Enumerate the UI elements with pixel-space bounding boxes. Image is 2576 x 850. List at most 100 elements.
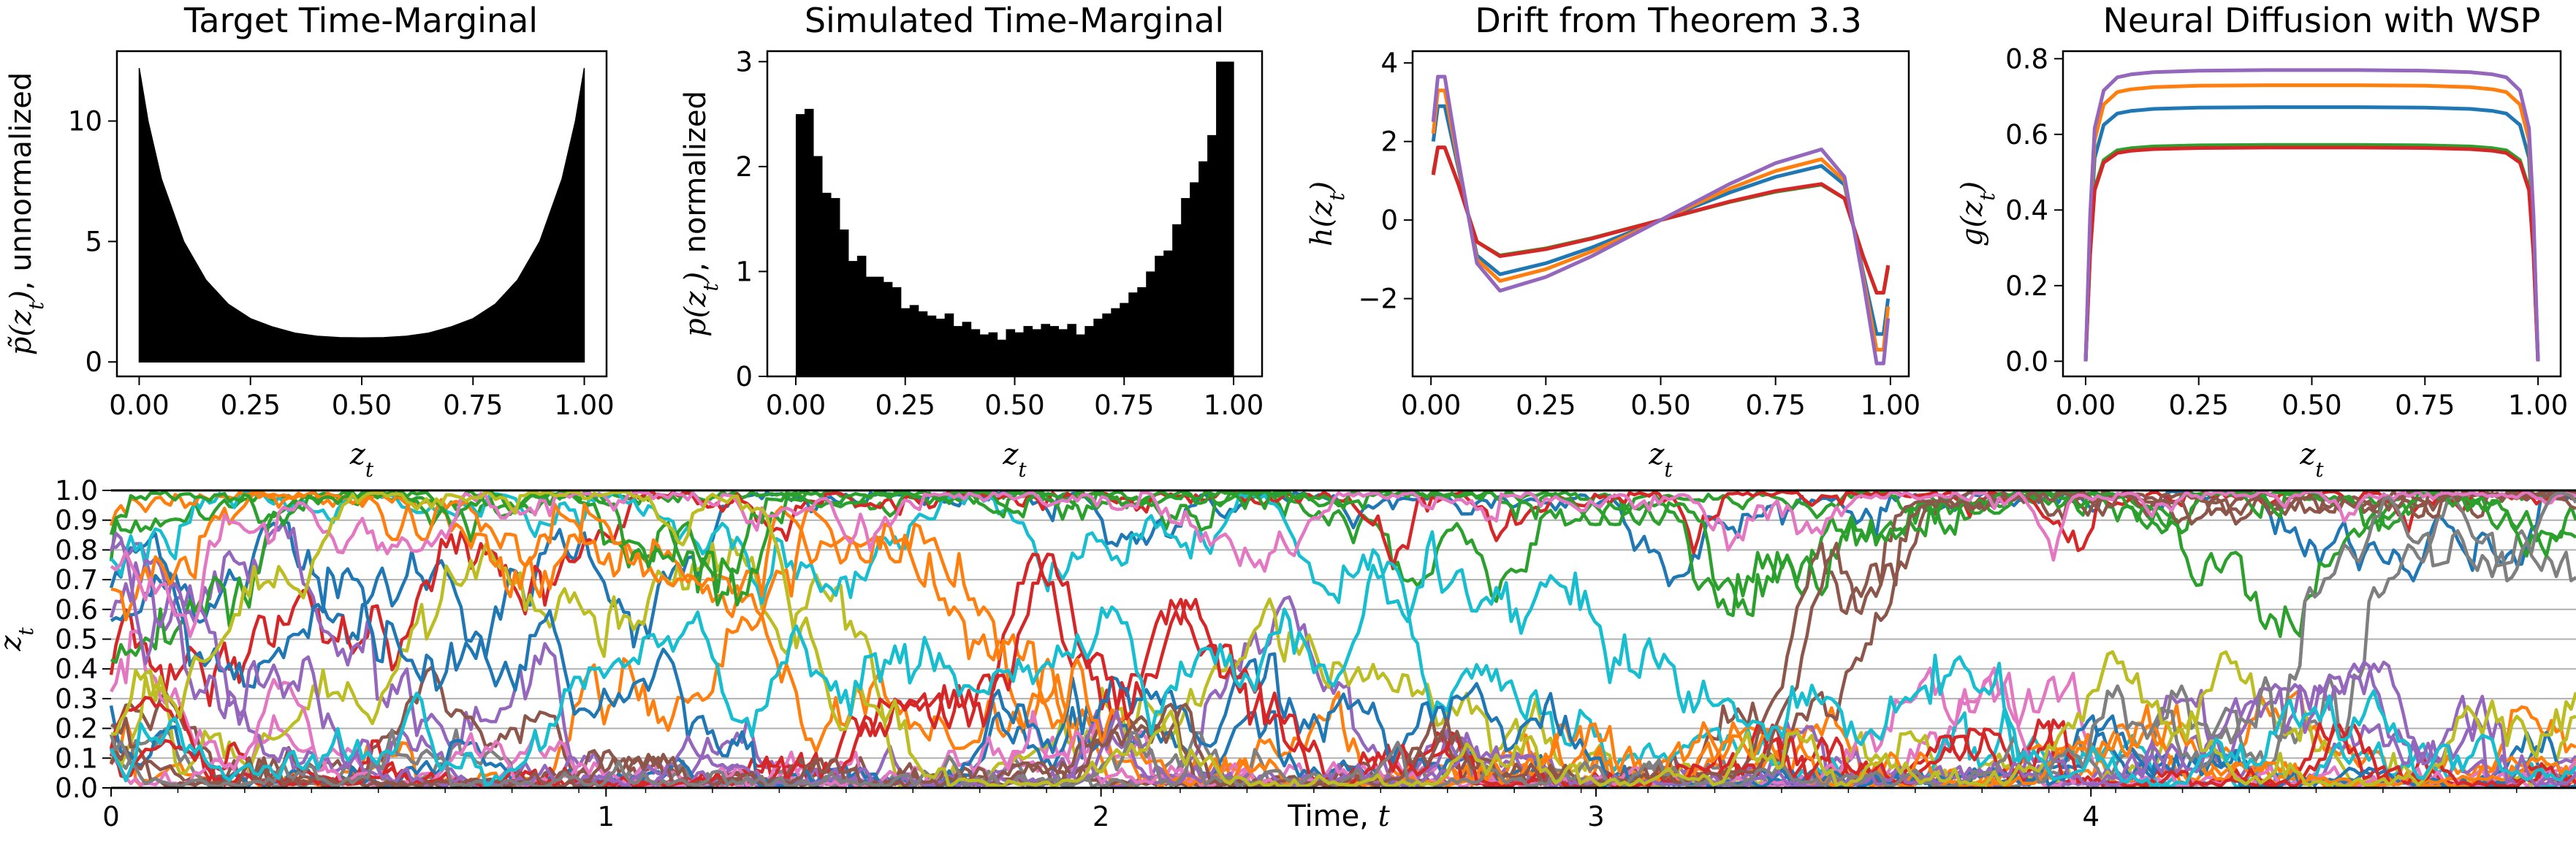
y-tick-label: 0.1 (55, 743, 98, 774)
drift-series-line (1431, 75, 1891, 365)
histogram-bar (1120, 303, 1129, 376)
axis-label: zt (2299, 438, 2324, 482)
histogram-bar (944, 313, 954, 376)
histogram-bar (1006, 329, 1016, 376)
y-tick-label: 0.6 (55, 594, 98, 626)
y-tick-label: 1.0 (55, 475, 98, 506)
drift-theorem-panel: Drift from Theorem 3.3 0.00 0.25 0.50 0.75 1… (1305, 1, 1920, 482)
histogram-bar (892, 287, 902, 376)
histogram-bar (979, 334, 989, 376)
trajectory-path (109, 489, 2576, 618)
histogram-bar (1032, 329, 1042, 376)
diffusion-series-line (2083, 145, 2540, 362)
x-tick-label: 0.75 (2395, 390, 2455, 421)
y-tick-label: 5 (85, 226, 102, 257)
axes-frame (1411, 50, 1910, 378)
histogram-bar (1093, 319, 1103, 376)
axis-label: p̃(zt), unnormalized (4, 72, 48, 356)
histogram-bar (953, 326, 963, 376)
histogram-bar (856, 255, 867, 376)
trajectory-path (110, 490, 2576, 639)
axis-label: zt (1648, 438, 1673, 482)
y-tick-label: −2 (1358, 284, 1398, 315)
histogram-bar (1181, 197, 1190, 376)
trajectory-path (110, 490, 2576, 789)
x-tick-label: 0.00 (109, 390, 169, 421)
y-tick-label: 2 (735, 151, 753, 183)
x-tick-label: 0.50 (332, 390, 392, 421)
trajectories-panel: 0.00.10.20.30.40.50.60.70.80.91.0 0 1 2 3 4 Ti… (0, 475, 2576, 833)
histogram-bar (918, 311, 928, 376)
x-tick-label: 1.00 (1204, 390, 1264, 421)
density-area (138, 67, 585, 363)
y-tick-label: 0.0 (55, 773, 98, 804)
axes-frame (2062, 50, 2562, 378)
histogram-bar (804, 108, 814, 377)
y-tick-label: 0 (1380, 205, 1398, 236)
axis-label: zt (0, 627, 38, 652)
y-tick-label: 0.2 (55, 713, 98, 745)
y-tick-label: 0.0 (2005, 346, 2048, 377)
histogram-bar (848, 261, 858, 376)
trajectory-path (110, 540, 2576, 789)
x-tick-label: 3 (1587, 801, 1605, 832)
panel-title: Drift from Theorem 3.3 (1475, 1, 1861, 40)
x-tick-label: 1 (598, 801, 615, 832)
histogram-bar (1146, 271, 1155, 376)
diffusion-series-line (2083, 143, 2540, 362)
y-tick-label: 4 (1380, 48, 1398, 79)
y-tick-label: 0 (735, 361, 753, 392)
y-tick-label: 0.6 (2005, 119, 2048, 151)
histogram-bar (839, 229, 849, 376)
x-tick-label: 0.25 (2169, 390, 2229, 421)
x-tick-label: 1.00 (1861, 390, 1920, 421)
x-tick-label: 1.00 (554, 390, 614, 421)
trajectory-path (109, 530, 2576, 789)
axis-label: zt (1002, 438, 1027, 482)
target-time-marginal-panel: Target Time-Marginal 0.00 0.25 0.50 0.75 1.0… (4, 1, 615, 482)
histogram-bar (997, 339, 1007, 376)
diffusion-series-line (2083, 68, 2540, 362)
histogram-bar (1076, 334, 1085, 376)
y-tick-label: 1 (735, 256, 753, 287)
x-tick-label: 1.00 (2508, 390, 2568, 421)
histogram-bar (1023, 326, 1033, 376)
y-tick-label: 0.8 (2005, 43, 2048, 75)
histogram-bar (1058, 329, 1068, 376)
x-tick-label: 0 (102, 801, 120, 832)
histogram-bar (970, 329, 981, 376)
histogram-bar (927, 315, 937, 376)
y-tick-label: 3 (735, 46, 753, 77)
histogram-bar (1014, 332, 1025, 376)
simulated-time-marginal-panel: Simulated Time-Marginal 0.00 0.25 0.50 0.75… (679, 1, 1264, 482)
x-tick-label: 0.25 (221, 390, 281, 421)
y-tick-label: 0 (85, 346, 102, 378)
y-tick-label: 10 (68, 106, 102, 137)
histogram-bar (1155, 255, 1164, 376)
histogram-bar (988, 332, 998, 376)
histogram-bar (1041, 324, 1051, 376)
histogram-bar (874, 276, 884, 376)
panel-title: Simulated Time-Marginal (805, 1, 1224, 40)
histogram-bar (900, 308, 911, 376)
histogram-bar (1128, 292, 1138, 376)
axis-label: zt (349, 438, 374, 482)
histogram-bar (909, 305, 919, 376)
y-tick-label: 0.7 (55, 564, 98, 596)
y-tick-label: 0.4 (2005, 194, 2048, 226)
axis-label: g(zt) (1956, 181, 1999, 246)
axis-label: p(zt), normalized (679, 91, 723, 337)
histogram-bar (1225, 61, 1234, 377)
histogram-bar (1207, 134, 1217, 376)
x-tick-label: 0.00 (2056, 390, 2116, 421)
y-tick-label: 0.2 (2005, 270, 2048, 302)
histogram-bar (1111, 308, 1120, 376)
histogram-bar (962, 322, 972, 376)
histogram-bar (1163, 250, 1173, 376)
trajectory-path (109, 490, 2576, 789)
histogram-bar (813, 156, 823, 376)
histogram-bar (1172, 224, 1182, 376)
diffusion-series-line (2083, 105, 2540, 362)
histogram-bar (1137, 287, 1147, 376)
x-tick-label: 0.50 (1630, 390, 1690, 421)
